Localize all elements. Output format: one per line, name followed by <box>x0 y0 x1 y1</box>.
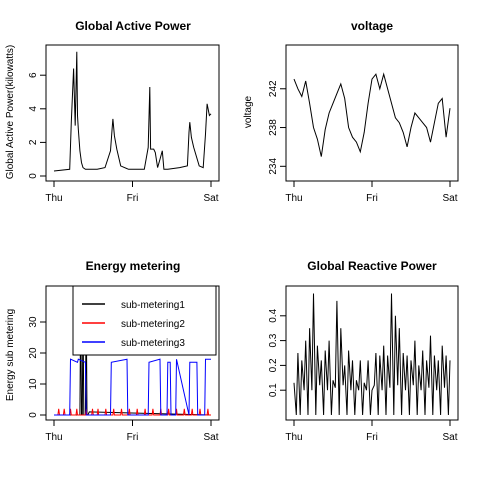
legend-label-sub-metering2: sub-metering2 <box>121 319 185 330</box>
y-tick-label: 10 <box>28 378 39 390</box>
panel-voltage: voltage voltage Thu Fri Sat 234 238 242 <box>243 19 459 204</box>
x-tick-label: Fri <box>127 432 139 443</box>
x-tick-label: Sat <box>203 432 218 443</box>
panel-3-title: Energy metering <box>86 259 181 273</box>
panel-1-plot: Thu Fri Sat 0 2 4 6 <box>28 44 220 204</box>
panel-global-active-power: Global Active Power Global Active Power(… <box>5 19 220 204</box>
series-line-voltage <box>293 72 451 157</box>
x-tick-label: Fri <box>127 193 139 204</box>
y-tick-label: 238 <box>268 119 279 136</box>
panel-energy-metering: Energy metering Energy sub metering Thu F… <box>5 259 220 443</box>
y-tick-label: 0.3 <box>268 333 279 347</box>
series-line-sub-metering2 <box>54 408 211 416</box>
x-tick-label: Fri <box>366 432 378 443</box>
panel-3-ylabel: Energy sub metering <box>5 309 16 401</box>
legend: sub-metering1 sub-metering2 sub-metering… <box>72 285 217 356</box>
y-tick-label: 20 <box>28 347 39 359</box>
x-tick-label: Sat <box>442 193 457 204</box>
y-tick-label: 0 <box>28 412 39 418</box>
legend-box <box>72 285 217 356</box>
y-tick-label: 0.2 <box>268 358 279 372</box>
panel-1-title: Global Active Power <box>75 19 191 33</box>
legend-label-sub-metering1: sub-metering1 <box>121 300 185 311</box>
x-tick-label: Sat <box>442 432 457 443</box>
x-tick-label: Sat <box>203 193 218 204</box>
y-tick-label: 2 <box>28 139 39 145</box>
series-line-global-reactive-power <box>293 293 451 416</box>
panel-2-title: voltage <box>351 19 393 33</box>
legend-label-sub-metering3: sub-metering3 <box>121 338 185 349</box>
x-tick-label: Fri <box>366 193 378 204</box>
series-line-sub-metering3 <box>54 358 211 416</box>
x-tick-label: Thu <box>285 432 302 443</box>
panel-4-plot: Thu Fri Sat 0.1 0.2 0.3 0.4 <box>268 285 459 443</box>
x-tick-label: Thu <box>45 193 62 204</box>
y-tick-label: 30 <box>28 316 39 328</box>
y-tick-label: 6 <box>28 72 39 78</box>
x-tick-label: Thu <box>285 193 302 204</box>
panel-1-ylabel: Global Active Power(kilowatts) <box>5 45 16 180</box>
y-tick-label: 0.1 <box>268 383 279 397</box>
series-line-global-active-power <box>53 51 212 172</box>
panel-global-reactive-power: Global Reactive Power Thu Fri Sat 0.1 0.2 0.3… <box>268 259 459 443</box>
panel-2-plot: Thu Fri Sat 234 238 242 <box>268 44 459 204</box>
y-tick-label: 234 <box>268 158 279 175</box>
y-tick-label: 0 <box>28 173 39 179</box>
panel-4-title: Global Reactive Power <box>307 259 437 273</box>
y-tick-label: 4 <box>28 106 39 112</box>
panel-2-ylabel: voltage <box>243 95 254 128</box>
y-tick-label: 0.4 <box>268 308 279 322</box>
x-tick-label: Thu <box>45 432 62 443</box>
y-tick-label: 242 <box>268 80 279 97</box>
